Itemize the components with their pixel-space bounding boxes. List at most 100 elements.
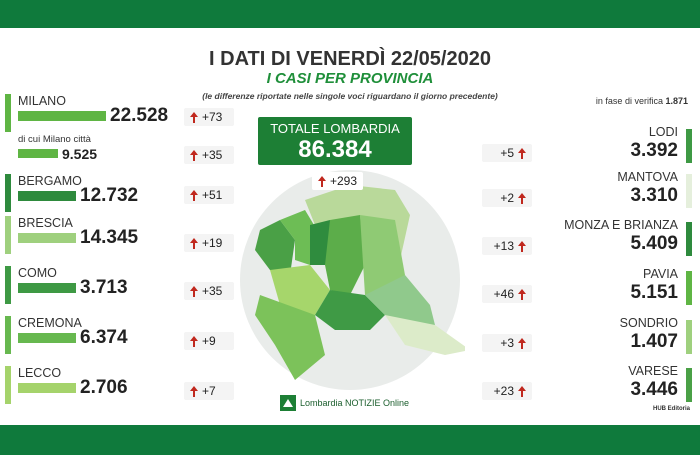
up-arrow xyxy=(190,385,198,397)
province-shape xyxy=(255,220,295,275)
total-label: TOTALE LOMBARDIA xyxy=(270,121,400,136)
province-side-bar xyxy=(5,94,11,132)
up-arrow xyxy=(190,335,198,347)
up-arrow xyxy=(190,189,198,201)
province-name: VARESE xyxy=(628,364,678,378)
province-shape xyxy=(365,275,435,330)
note: (le differenze riportate nelle singole v… xyxy=(202,91,498,101)
up-arrow xyxy=(318,175,326,187)
province-delta: +2 xyxy=(482,189,532,207)
verification-value: 1.871 xyxy=(665,96,688,106)
delta-text: +19 xyxy=(202,236,223,250)
province-side-bar xyxy=(686,222,692,256)
up-arrow xyxy=(518,192,526,204)
delta-text: +73 xyxy=(202,110,223,124)
delta-text: +23 xyxy=(493,384,514,398)
province-value: 1.407 xyxy=(630,331,678,352)
up-arrow xyxy=(190,285,198,297)
delta-text: +9 xyxy=(202,334,216,348)
delta-text: +13 xyxy=(493,239,514,253)
province-side-bar xyxy=(686,129,692,163)
delta-text: +51 xyxy=(202,188,223,202)
province-side-bar xyxy=(5,266,11,304)
province-value: 9.525 xyxy=(62,146,98,162)
province-bar xyxy=(18,191,76,201)
province-value: 5.151 xyxy=(630,282,678,303)
map xyxy=(240,170,465,390)
verification-label: in fase di verifica xyxy=(595,96,663,106)
subtitle: I CASI PER PROVINCIA xyxy=(266,70,434,87)
province-value: 2.706 xyxy=(80,377,128,398)
top-band xyxy=(0,0,700,28)
province-value: 6.374 xyxy=(80,327,128,348)
province-delta: +46 xyxy=(482,285,532,303)
delta-text: +293 xyxy=(330,174,358,188)
province-delta: +73 xyxy=(184,108,234,126)
province-name: MANTOVA xyxy=(617,170,678,184)
province-name: LECCO xyxy=(18,366,62,380)
province-shape xyxy=(270,265,330,315)
province-bar xyxy=(18,283,76,293)
province-delta: +35 xyxy=(184,146,234,164)
province-delta: +23 xyxy=(482,382,532,400)
delta-text: +46 xyxy=(493,287,514,301)
province-bar xyxy=(18,111,106,121)
province-name: SONDRIO xyxy=(619,316,678,330)
province-value: 3.392 xyxy=(630,140,678,161)
province-name: MONZA E BRIANZA xyxy=(564,218,678,232)
province-bar xyxy=(18,233,76,243)
province-value: 3.713 xyxy=(80,277,128,298)
credit: HUB Editoria xyxy=(652,406,690,412)
province-value: 22.528 xyxy=(110,105,169,126)
delta-text: +2 xyxy=(500,191,514,205)
province-bar xyxy=(18,333,76,343)
delta-text: +3 xyxy=(500,336,514,350)
province-side-bar xyxy=(5,174,11,212)
province-delta: +9 xyxy=(184,332,234,350)
province-delta: +51 xyxy=(184,186,234,204)
province-value: 12.732 xyxy=(80,185,139,206)
province-side-bar xyxy=(686,368,692,402)
title: I DATI DI VENERDÌ 22/05/2020 xyxy=(209,48,491,70)
province-name: BRESCIA xyxy=(18,216,73,230)
province-side-bar xyxy=(686,174,692,208)
verification: in fase di verifica 1.871 xyxy=(596,96,688,106)
province-value: 14.345 xyxy=(80,227,139,248)
province-delta: +3 xyxy=(482,334,532,352)
delta-text: +35 xyxy=(202,148,223,162)
province-name: PAVIA xyxy=(643,267,678,281)
province-delta: +35 xyxy=(184,282,234,300)
province-name: MILANO xyxy=(18,94,66,108)
total-value: 86.384 xyxy=(298,136,372,163)
footer-logo: Lombardia NOTIZIE Online xyxy=(280,395,409,411)
province-delta: +13 xyxy=(482,237,532,255)
up-arrow xyxy=(518,147,526,159)
province-shape xyxy=(325,215,365,295)
province-value: 3.310 xyxy=(630,185,678,206)
total-delta: +293 xyxy=(312,172,364,190)
delta-text: +7 xyxy=(202,384,216,398)
province-delta: +7 xyxy=(184,382,234,400)
province-name: BERGAMO xyxy=(18,174,82,188)
province-side-bar xyxy=(5,216,11,254)
province-bar xyxy=(18,383,76,393)
province-name: COMO xyxy=(18,266,57,280)
province-value: 5.409 xyxy=(630,233,678,254)
up-arrow xyxy=(518,240,526,252)
province-side-bar xyxy=(5,316,11,354)
up-arrow xyxy=(190,111,198,123)
province-name: di cui Milano città xyxy=(18,134,91,145)
up-arrow xyxy=(190,149,198,161)
total-box: TOTALE LOMBARDIA 86.384 xyxy=(258,117,412,165)
delta-text: +5 xyxy=(500,146,514,160)
up-arrow xyxy=(518,337,526,349)
province-bar xyxy=(18,149,58,158)
bottom-band xyxy=(0,425,700,455)
province-delta: +5 xyxy=(482,144,532,162)
province-name: LODI xyxy=(648,125,678,139)
province-side-bar xyxy=(686,320,692,354)
up-arrow xyxy=(518,385,526,397)
delta-text: +35 xyxy=(202,284,223,298)
province-shape xyxy=(255,295,325,380)
